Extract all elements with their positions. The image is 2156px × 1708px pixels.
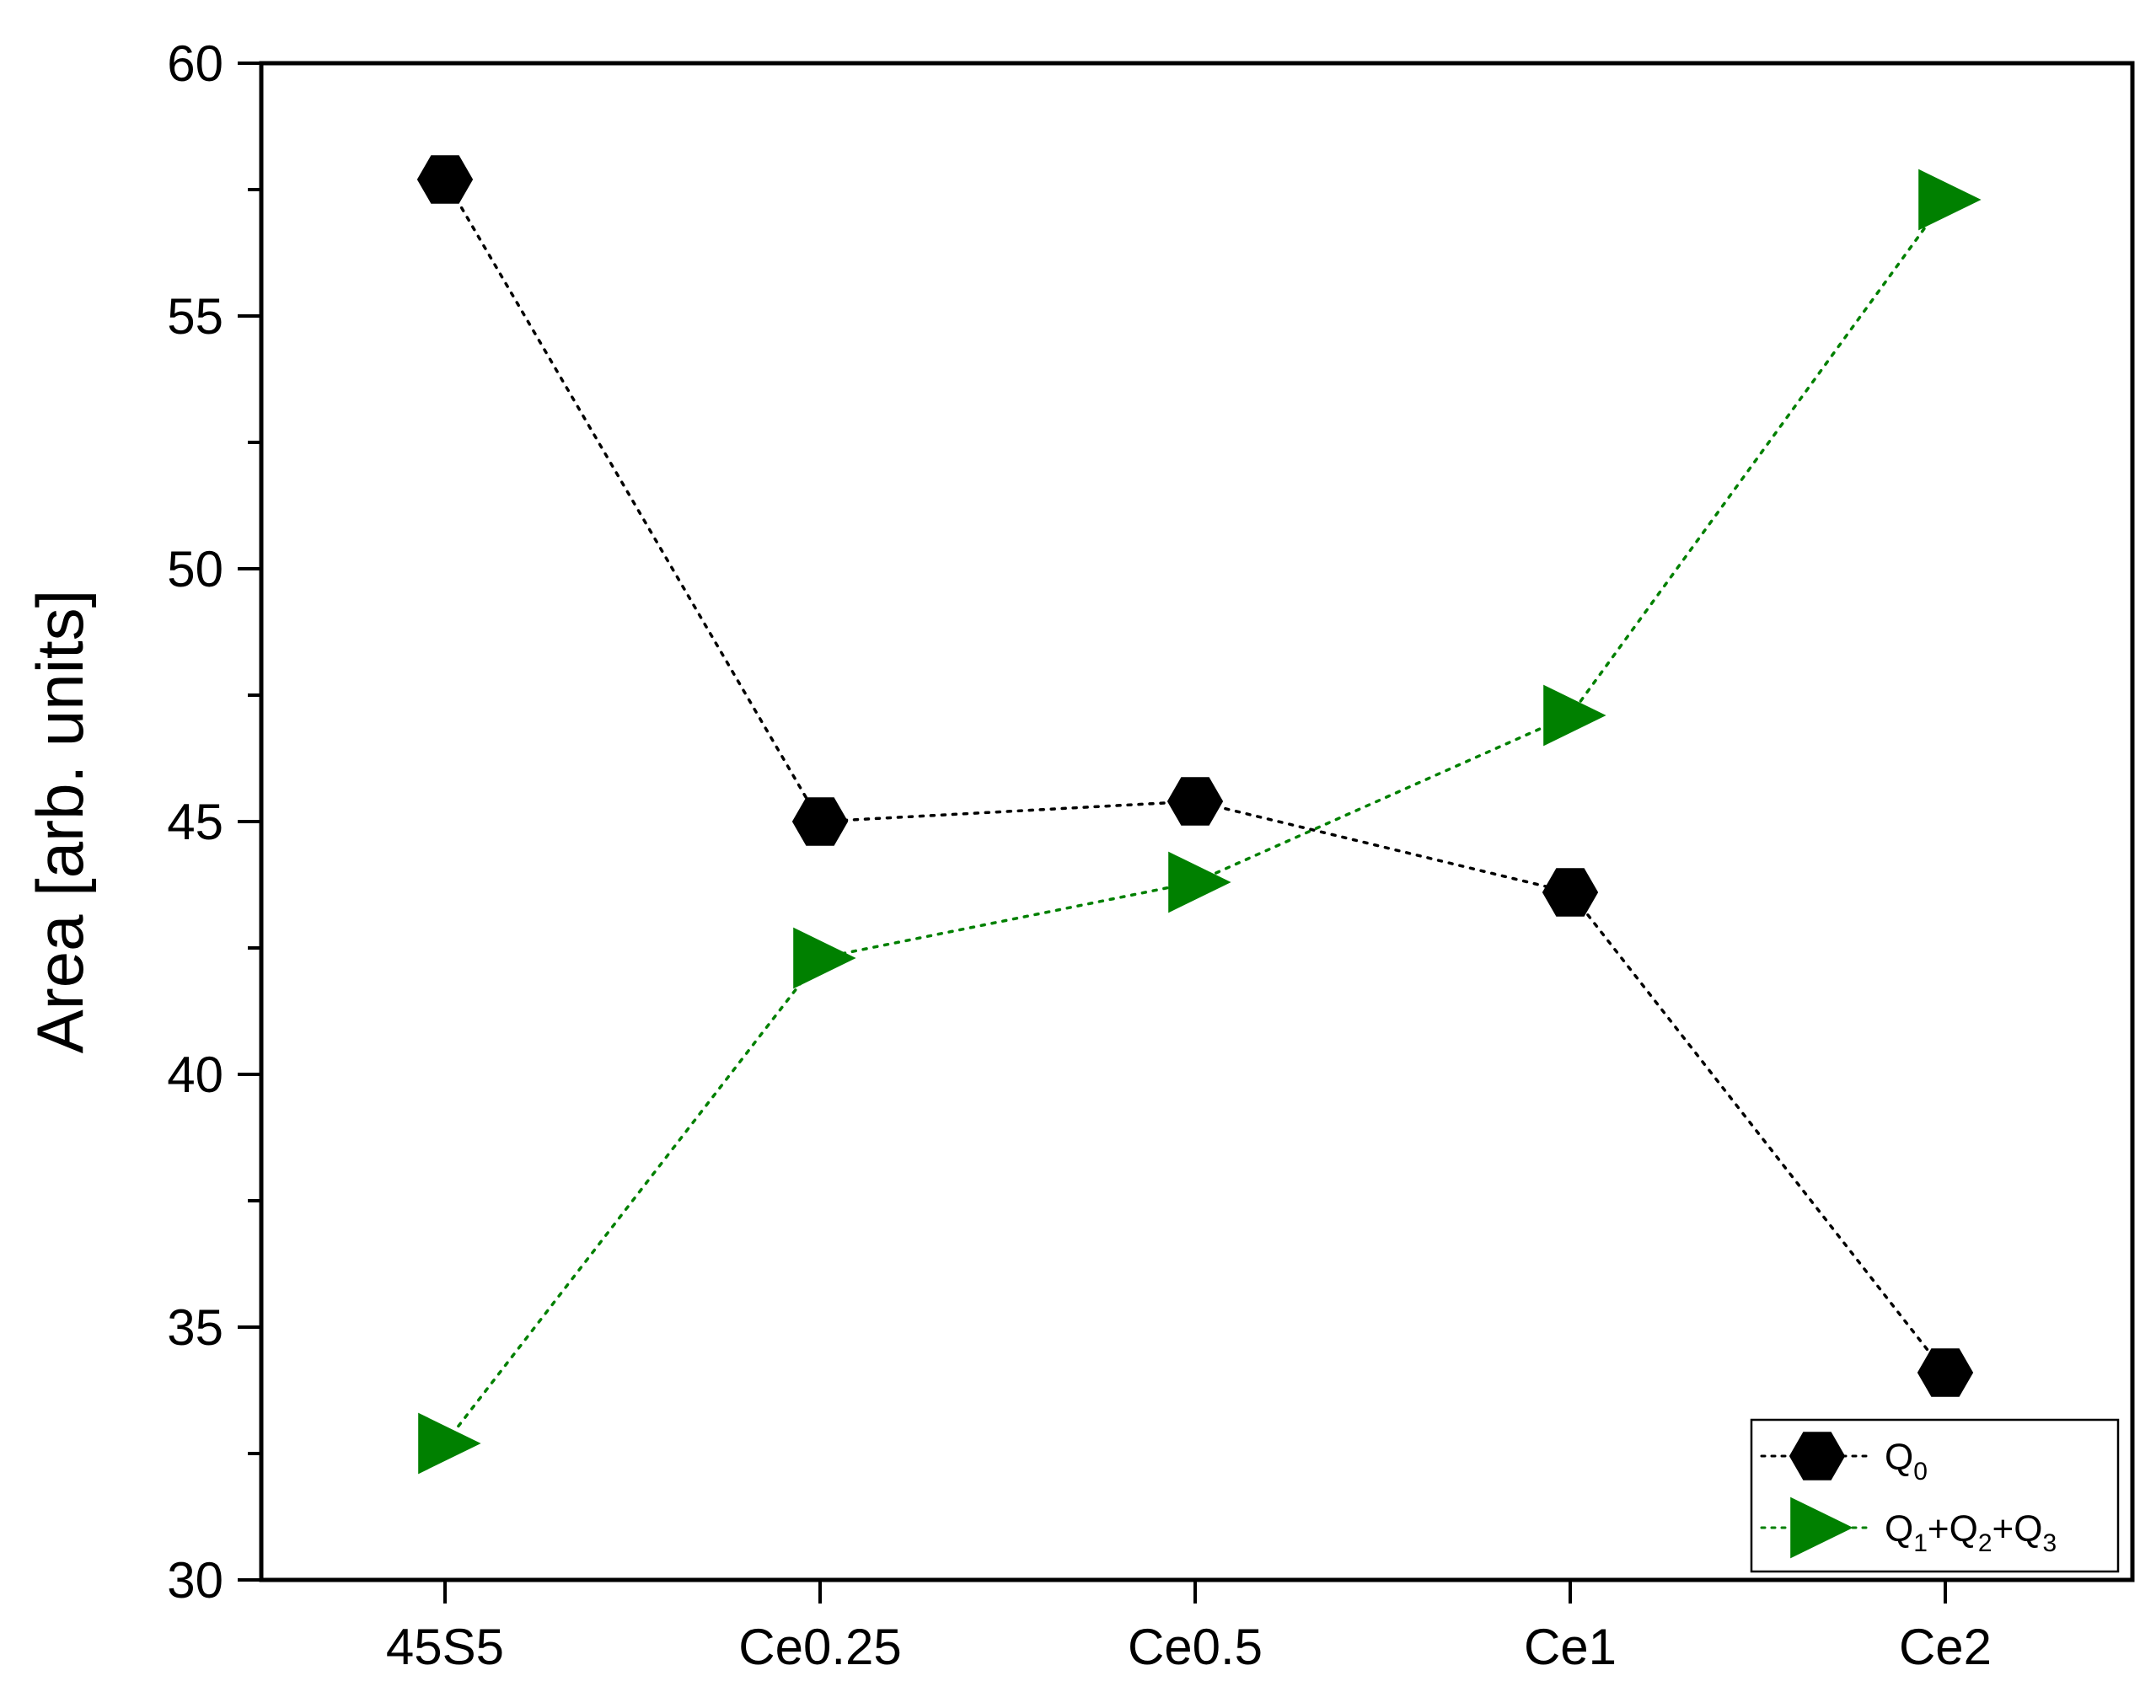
legend-label: Q1+Q2+Q3 bbox=[1885, 1508, 2057, 1557]
data-point bbox=[791, 797, 849, 846]
axis-layer: 30 35 40 45 50 55 60 45S5 Ce0.25 Ce0.5 Ce1 Ce2 bbox=[167, 35, 1992, 1675]
data-point bbox=[1917, 1348, 1974, 1397]
x-tick-label: Ce0.5 bbox=[1128, 1619, 1263, 1675]
y-tick-label: 35 bbox=[167, 1299, 223, 1356]
series-line bbox=[443, 178, 1947, 1374]
x-tick-label: Ce2 bbox=[1899, 1619, 1992, 1675]
y-tick-label: 50 bbox=[167, 541, 223, 597]
data-point bbox=[1543, 684, 1606, 747]
y-tick-label: 40 bbox=[167, 1047, 223, 1103]
data-point bbox=[1166, 777, 1224, 826]
y-tick-label: 55 bbox=[167, 288, 223, 345]
x-tick-label: Ce1 bbox=[1524, 1619, 1617, 1675]
y-axis-title: Area [arb. units] bbox=[23, 590, 97, 1054]
legend-marker bbox=[1790, 1497, 1853, 1559]
data-point bbox=[1168, 851, 1231, 913]
y-tick-label: 45 bbox=[167, 794, 223, 850]
series-1 bbox=[416, 155, 1974, 1397]
y-tick-label: 30 bbox=[167, 1552, 223, 1609]
legend-marker bbox=[1789, 1432, 1846, 1480]
data-point bbox=[793, 927, 856, 989]
series-layer bbox=[416, 155, 1982, 1475]
data-point bbox=[1918, 169, 1982, 231]
x-tick-label: Ce0.25 bbox=[738, 1619, 901, 1675]
x-tick-label: 45S5 bbox=[386, 1619, 504, 1675]
legend-label: Q0 bbox=[1885, 1437, 1928, 1486]
series-2 bbox=[418, 169, 1982, 1475]
legend: Q0 Q1+Q2+Q3 bbox=[1750, 1418, 2120, 1573]
data-point bbox=[416, 155, 474, 204]
data-point bbox=[418, 1412, 481, 1475]
y-tick-label: 60 bbox=[167, 35, 223, 92]
data-point bbox=[1542, 868, 1599, 917]
